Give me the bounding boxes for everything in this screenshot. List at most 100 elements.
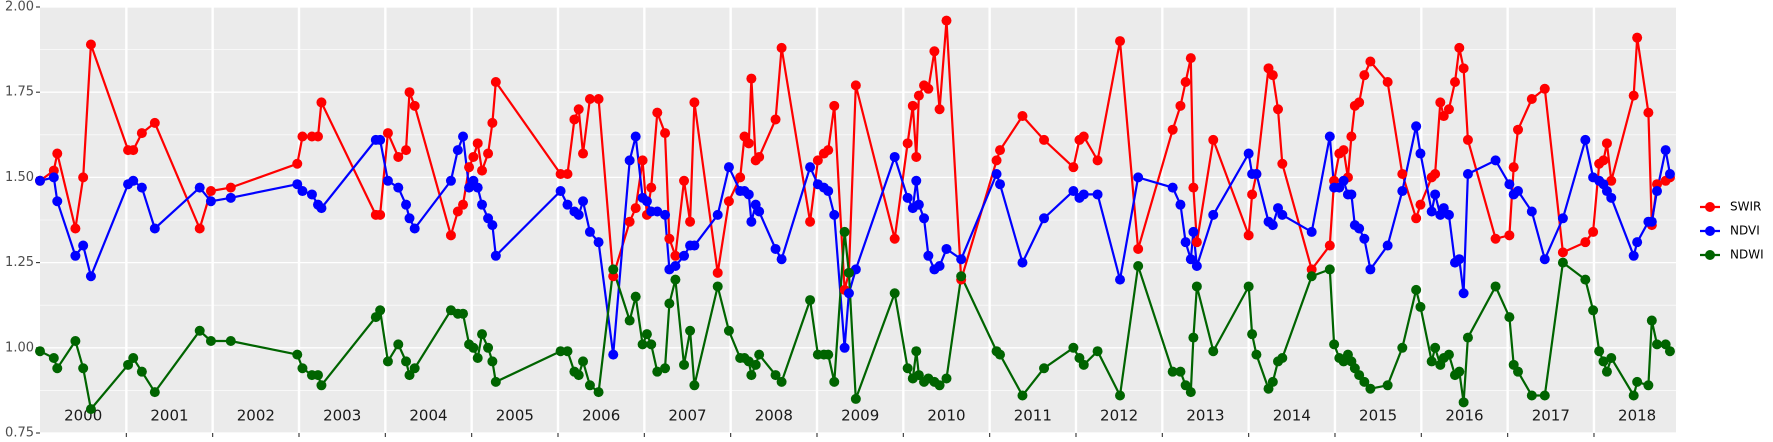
data-point: [445, 175, 456, 186]
data-point: [1632, 376, 1643, 387]
data-point: [472, 353, 483, 364]
data-point: [297, 186, 308, 197]
data-point: [128, 353, 139, 364]
data-point: [382, 128, 393, 139]
data-point: [1078, 359, 1089, 370]
data-point: [646, 182, 657, 193]
data-point: [1324, 240, 1335, 251]
data-point: [1438, 111, 1449, 122]
data-point: [382, 356, 393, 367]
data-point: [1188, 182, 1199, 193]
data-point: [829, 376, 840, 387]
data-point: [843, 267, 854, 278]
data-point: [1243, 281, 1254, 292]
data-point: [205, 335, 216, 346]
x-tick-label: 2004: [409, 407, 447, 425]
data-point: [1359, 233, 1370, 244]
data-point: [1185, 387, 1196, 398]
data-point: [823, 349, 834, 360]
data-point: [136, 366, 147, 377]
data-point: [458, 131, 469, 142]
data-point: [70, 223, 81, 234]
data-point: [1382, 76, 1393, 87]
data-point: [1208, 346, 1219, 357]
y-tick-label: 1.75: [5, 85, 34, 100]
data-point: [1458, 288, 1469, 299]
x-tick-label: 2015: [1359, 407, 1397, 425]
data-point: [35, 175, 45, 186]
data-point: [608, 349, 619, 360]
data-point: [991, 155, 1002, 166]
data-point: [136, 128, 147, 139]
data-point: [573, 370, 584, 381]
data-point: [995, 179, 1006, 190]
data-point: [1017, 257, 1028, 268]
data-point: [562, 346, 573, 357]
data-point: [382, 175, 393, 186]
data-point: [712, 267, 723, 278]
data-point: [754, 349, 765, 360]
data-point: [608, 264, 619, 275]
data-point: [1580, 274, 1591, 285]
data-point: [889, 233, 900, 244]
data-point: [839, 226, 850, 237]
data-point: [404, 87, 415, 98]
data-point: [1443, 104, 1454, 115]
data-point: [1175, 199, 1186, 210]
data-point: [679, 175, 690, 186]
data-point: [1039, 363, 1050, 374]
data-point: [754, 151, 765, 162]
data-point: [1185, 53, 1196, 64]
data-point: [1660, 145, 1671, 156]
data-point: [1454, 254, 1465, 265]
data-point: [452, 206, 463, 217]
data-point: [149, 387, 160, 398]
data-point: [578, 196, 589, 207]
data-point: [1306, 271, 1317, 282]
data-point: [991, 168, 1002, 179]
data-point: [670, 274, 681, 285]
data-point: [52, 363, 63, 374]
y-tick-label: 0.75: [5, 426, 34, 441]
legend-label: NDVI: [1730, 224, 1760, 238]
data-point: [1267, 376, 1278, 387]
data-point: [770, 114, 781, 125]
data-point: [472, 138, 483, 149]
data-point: [902, 138, 913, 149]
data-point: [573, 209, 584, 220]
data-point: [829, 209, 840, 220]
data-point: [1449, 76, 1460, 87]
data-point: [664, 233, 675, 244]
data-point: [401, 145, 412, 156]
data-point: [1539, 254, 1550, 265]
data-point: [1180, 76, 1191, 87]
data-point: [35, 346, 45, 357]
data-point: [1430, 342, 1441, 353]
data-point: [149, 223, 160, 234]
data-point: [312, 131, 323, 142]
data-point: [316, 380, 327, 391]
data-point: [1078, 189, 1089, 200]
data-point: [689, 240, 700, 251]
data-point: [1588, 226, 1599, 237]
data-point: [393, 339, 404, 350]
data-point: [1652, 339, 1663, 350]
data-point: [1115, 390, 1126, 401]
data-point: [70, 335, 81, 346]
data-point: [584, 380, 595, 391]
data-point: [1354, 223, 1365, 234]
data-point: [194, 223, 205, 234]
data-point: [913, 370, 924, 381]
data-point: [995, 349, 1006, 360]
data-point: [1557, 247, 1568, 258]
data-point: [1180, 237, 1191, 248]
data-point: [225, 192, 236, 203]
data-point: [85, 39, 96, 50]
data-point: [934, 104, 945, 115]
data-point: [194, 325, 205, 336]
data-point: [1251, 349, 1262, 360]
data-point: [1580, 134, 1591, 145]
data-point: [1251, 168, 1262, 179]
data-point: [746, 370, 757, 381]
data-point: [1435, 97, 1446, 108]
